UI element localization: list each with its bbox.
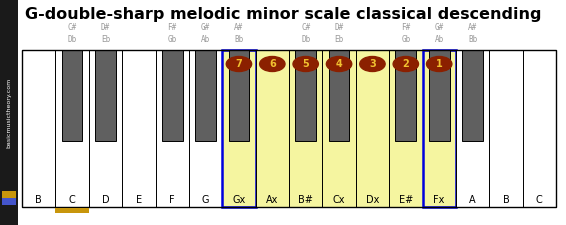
Ellipse shape (226, 56, 252, 72)
Text: Ab: Ab (435, 36, 444, 45)
Bar (89, 50, 122, 207)
Bar (22, 50, 556, 207)
Ellipse shape (293, 56, 318, 72)
Bar (122, 50, 156, 207)
Text: Dx: Dx (366, 195, 379, 205)
Text: 7: 7 (235, 59, 242, 69)
Text: basicmusictheory.com: basicmusictheory.com (6, 78, 11, 148)
Text: F: F (169, 195, 175, 205)
Bar (189, 50, 222, 207)
Ellipse shape (327, 56, 351, 72)
Text: Eb: Eb (335, 36, 344, 45)
Bar (422, 50, 456, 207)
Text: D#: D# (101, 23, 110, 32)
Bar (462, 50, 483, 141)
Text: 1: 1 (436, 59, 443, 69)
Bar (356, 50, 389, 207)
Bar (156, 50, 189, 207)
Bar (55, 208, 89, 213)
Bar (489, 50, 522, 207)
Bar (329, 50, 349, 141)
Text: B: B (35, 195, 42, 205)
Text: Ax: Ax (266, 195, 278, 205)
Text: B: B (503, 195, 509, 205)
Text: D: D (102, 195, 109, 205)
Text: 4: 4 (336, 59, 342, 69)
Text: 6: 6 (269, 59, 276, 69)
Text: E#: E# (398, 195, 413, 205)
Text: G#: G# (201, 23, 210, 32)
Text: Cx: Cx (333, 195, 345, 205)
Text: G-double-sharp melodic minor scale classical descending: G-double-sharp melodic minor scale class… (25, 7, 541, 22)
Bar (323, 50, 356, 207)
Bar (396, 50, 416, 141)
Text: C: C (68, 195, 75, 205)
Ellipse shape (393, 56, 418, 72)
Bar (456, 50, 489, 207)
Text: 2: 2 (402, 59, 409, 69)
Text: 3: 3 (369, 59, 376, 69)
Text: F#: F# (168, 23, 177, 32)
Bar (195, 50, 216, 141)
Bar (55, 50, 89, 207)
Bar (162, 50, 182, 141)
Text: A#: A# (234, 23, 243, 32)
Text: Db: Db (301, 36, 310, 45)
Text: F#: F# (401, 23, 410, 32)
Text: G#: G# (435, 23, 444, 32)
Bar (256, 50, 289, 207)
Ellipse shape (427, 56, 452, 72)
Text: C: C (536, 195, 543, 205)
Bar (229, 50, 249, 141)
Bar (295, 50, 316, 141)
Text: Bb: Bb (234, 36, 243, 45)
Text: A: A (469, 195, 476, 205)
Bar (289, 50, 323, 207)
Text: Bb: Bb (468, 36, 477, 45)
Text: Gb: Gb (401, 36, 410, 45)
Bar (222, 50, 256, 207)
Text: Gx: Gx (232, 195, 246, 205)
Bar (522, 50, 556, 207)
Bar (429, 50, 449, 141)
Bar (62, 50, 83, 141)
Bar (2, 198, 16, 205)
Text: Eb: Eb (101, 36, 110, 45)
Text: G: G (202, 195, 209, 205)
Text: 5: 5 (302, 59, 309, 69)
Text: D#: D# (335, 23, 344, 32)
Text: E: E (136, 195, 142, 205)
Bar (22, 50, 55, 207)
Text: Ab: Ab (201, 36, 210, 45)
Bar (0, 0, 18, 225)
Text: C#: C# (301, 23, 310, 32)
Bar (95, 50, 116, 141)
Text: C#: C# (67, 23, 76, 32)
Text: Gb: Gb (168, 36, 177, 45)
Bar (2, 191, 16, 198)
Ellipse shape (260, 56, 285, 72)
Text: A#: A# (468, 23, 477, 32)
Ellipse shape (360, 56, 385, 72)
Bar (389, 50, 422, 207)
Text: B#: B# (298, 195, 313, 205)
Text: Db: Db (67, 36, 76, 45)
Text: Fx: Fx (434, 195, 445, 205)
